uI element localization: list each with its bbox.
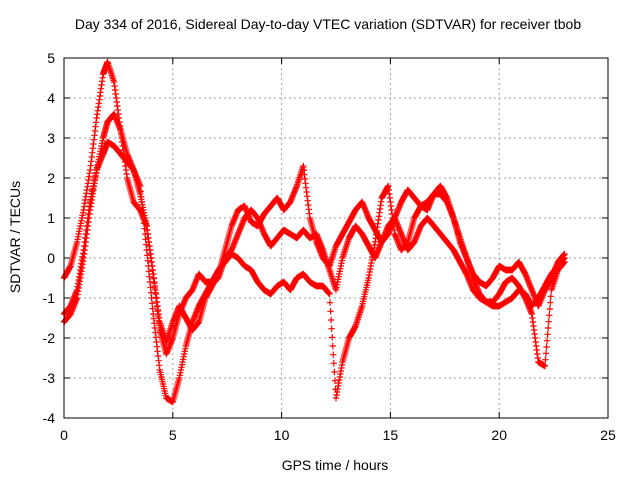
x-tick-label: 20 xyxy=(491,427,507,443)
data-point-marker xyxy=(542,350,550,357)
data-point-marker xyxy=(543,337,551,344)
x-tick-label: 10 xyxy=(274,427,290,443)
data-point-marker xyxy=(547,299,554,306)
data-point-marker xyxy=(546,312,553,319)
data-point-marker xyxy=(541,362,549,370)
data-point-marker xyxy=(326,299,334,306)
data-point-marker xyxy=(331,368,338,376)
series-track-c xyxy=(60,138,568,406)
data-point-marker xyxy=(544,324,552,332)
data-point-marker xyxy=(545,318,552,325)
data-point-marker xyxy=(144,252,151,259)
data-point-marker xyxy=(326,290,333,298)
plot-frame xyxy=(63,57,609,419)
y-tick-label: 4 xyxy=(47,90,55,106)
y-tick-label: 5 xyxy=(47,50,55,66)
x-tick-label: 0 xyxy=(60,427,68,443)
y-tick-label: -1 xyxy=(43,290,56,306)
data-point-marker xyxy=(331,377,339,384)
x-tick-label: 5 xyxy=(169,427,177,443)
data-point-marker xyxy=(561,258,568,266)
data-point-marker xyxy=(542,356,549,363)
y-tick-label: -3 xyxy=(43,370,56,386)
data-point-marker xyxy=(544,331,551,338)
data-markers xyxy=(60,58,568,406)
y-axis-label: SDTVAR / TECUs xyxy=(7,181,23,293)
data-point-marker xyxy=(328,325,335,332)
y-tick-label: 1 xyxy=(47,210,55,226)
data-point-marker xyxy=(330,351,337,358)
axis-ticks: 0 5 10 15 20 25 -4 -3 -2 -1 0 1 2 3 4 5 xyxy=(43,50,616,443)
y-tick-label: -4 xyxy=(43,410,56,426)
data-point-marker xyxy=(328,334,336,341)
data-point-marker xyxy=(142,236,149,243)
data-point-marker xyxy=(327,308,334,315)
x-axis-label: GPS time / hours xyxy=(282,457,389,473)
series-track-b xyxy=(60,110,568,358)
data-point-marker xyxy=(140,220,148,227)
y-tick-label: 0 xyxy=(47,250,55,266)
x-tick-label: 15 xyxy=(383,427,399,443)
data-point-marker xyxy=(546,305,553,313)
y-tick-label: 2 xyxy=(47,170,55,186)
data-point-marker xyxy=(148,300,156,307)
data-point-marker xyxy=(327,316,335,324)
data-point-marker xyxy=(139,204,146,211)
data-point-marker xyxy=(137,188,144,195)
data-point-marker xyxy=(145,268,153,275)
data-point-marker xyxy=(547,293,555,300)
data-point-marker xyxy=(329,342,336,350)
x-tick-label: 25 xyxy=(600,427,616,443)
chart-title: Day 334 of 2016, Sidereal Day-to-day VTE… xyxy=(75,16,582,32)
y-tick-label: -2 xyxy=(43,330,56,346)
y-tick-label: 3 xyxy=(47,130,55,146)
data-point-marker xyxy=(543,343,550,351)
data-point-marker xyxy=(330,360,338,367)
data-point-marker xyxy=(147,284,154,291)
